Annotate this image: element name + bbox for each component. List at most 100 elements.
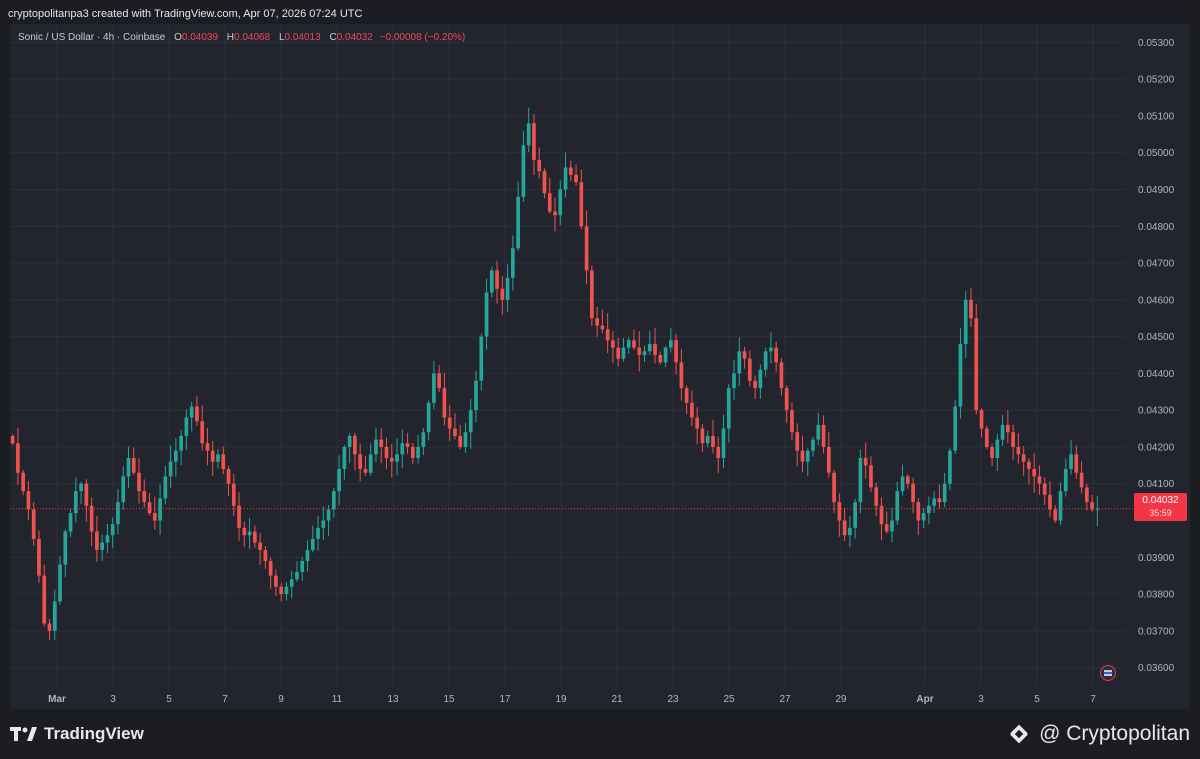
candle-body — [495, 270, 499, 289]
candle — [247, 517, 252, 549]
chart-panel[interactable] — [10, 24, 1190, 709]
candle — [110, 517, 115, 549]
candle-body — [189, 406, 194, 418]
candle-body — [916, 502, 921, 521]
candle-body — [237, 505, 241, 528]
candle — [853, 498, 857, 539]
close-value: 0.04032 — [336, 32, 373, 43]
candle — [532, 113, 536, 175]
candle — [979, 408, 984, 438]
candles — [10, 107, 1100, 641]
candle-body — [726, 388, 731, 429]
current-price-value: 0.04032 — [1142, 495, 1179, 506]
candle-body — [842, 520, 847, 536]
candle-body — [937, 498, 942, 503]
candle — [900, 464, 905, 496]
x-tick-label: Mar — [48, 694, 66, 705]
candle — [953, 399, 958, 454]
candle-body — [174, 450, 178, 462]
candle-body — [674, 340, 678, 363]
candle-body — [879, 505, 884, 525]
candle — [700, 423, 705, 452]
candle — [816, 412, 821, 446]
candle — [632, 329, 636, 350]
candle-body — [137, 472, 141, 492]
candle — [268, 557, 273, 589]
candle-body — [821, 424, 826, 447]
candle — [374, 427, 378, 463]
candle — [131, 447, 136, 475]
candle — [874, 482, 879, 517]
low-label: L — [278, 32, 285, 43]
candle — [1032, 452, 1037, 493]
candle-body — [89, 505, 94, 532]
candle — [205, 427, 210, 466]
candle-body — [121, 476, 126, 503]
y-tick-label: 0.04500 — [1138, 332, 1175, 343]
candle — [137, 458, 141, 504]
x-tick-label: 29 — [835, 694, 847, 705]
candle-body — [479, 336, 484, 381]
candle — [121, 466, 126, 510]
candle — [526, 107, 531, 153]
candle-body — [848, 527, 852, 536]
candle — [595, 306, 599, 337]
symbol-label[interactable]: Sonic / US Dollar · 4h · Coinbase — [18, 32, 166, 43]
candle-body — [474, 380, 478, 411]
candle-body — [1090, 502, 1094, 510]
candle — [553, 197, 557, 232]
candle — [384, 437, 389, 469]
ohlc-legend: Sonic / US Dollar · 4h · Coinbase O0.040… — [18, 32, 465, 43]
candle-body — [568, 167, 573, 175]
candle-body — [684, 388, 689, 403]
candle-body — [574, 174, 578, 183]
candle-body — [337, 469, 341, 492]
y-tick-label: 0.03600 — [1138, 663, 1175, 674]
candle — [753, 375, 757, 400]
candle-body — [253, 531, 257, 543]
high-label: H — [226, 32, 235, 43]
candle — [742, 346, 747, 369]
x-tick-label: 11 — [332, 694, 343, 705]
candle-body — [647, 343, 652, 352]
candle — [779, 358, 784, 396]
x-tick-label: 21 — [611, 694, 623, 705]
close-label: C — [329, 32, 337, 43]
candle — [16, 427, 20, 485]
candle-body — [705, 435, 710, 444]
candle-body — [1000, 424, 1005, 440]
candle-body — [437, 373, 441, 389]
candle-body — [874, 487, 879, 506]
candle-body — [463, 432, 468, 447]
candle — [1048, 481, 1052, 517]
open-value: 0.04039 — [181, 32, 219, 43]
candle — [458, 424, 463, 450]
candle-body — [321, 520, 326, 528]
candle-body — [632, 340, 636, 348]
candle — [100, 534, 104, 562]
candle — [726, 384, 731, 443]
candle-body — [316, 527, 320, 539]
candle — [690, 390, 694, 427]
tradingview-logo-text: TradingView — [44, 724, 144, 743]
candle-body — [521, 145, 526, 197]
candle-body — [832, 472, 836, 503]
candle-body — [1063, 469, 1068, 492]
candle-body — [300, 560, 305, 572]
candle — [316, 515, 320, 551]
candle — [963, 291, 968, 358]
candle-body — [342, 446, 347, 470]
candle — [958, 327, 963, 419]
candle-body — [626, 340, 631, 348]
candle-body — [974, 318, 979, 411]
candle-body — [279, 586, 284, 595]
candle-body — [268, 560, 273, 576]
candle — [737, 337, 742, 386]
us-flag-icon[interactable] — [1100, 665, 1116, 681]
candle-body — [1069, 454, 1073, 470]
candle — [47, 619, 52, 641]
candle-body — [537, 160, 542, 172]
candle — [342, 444, 347, 480]
candle-body — [995, 439, 1000, 458]
